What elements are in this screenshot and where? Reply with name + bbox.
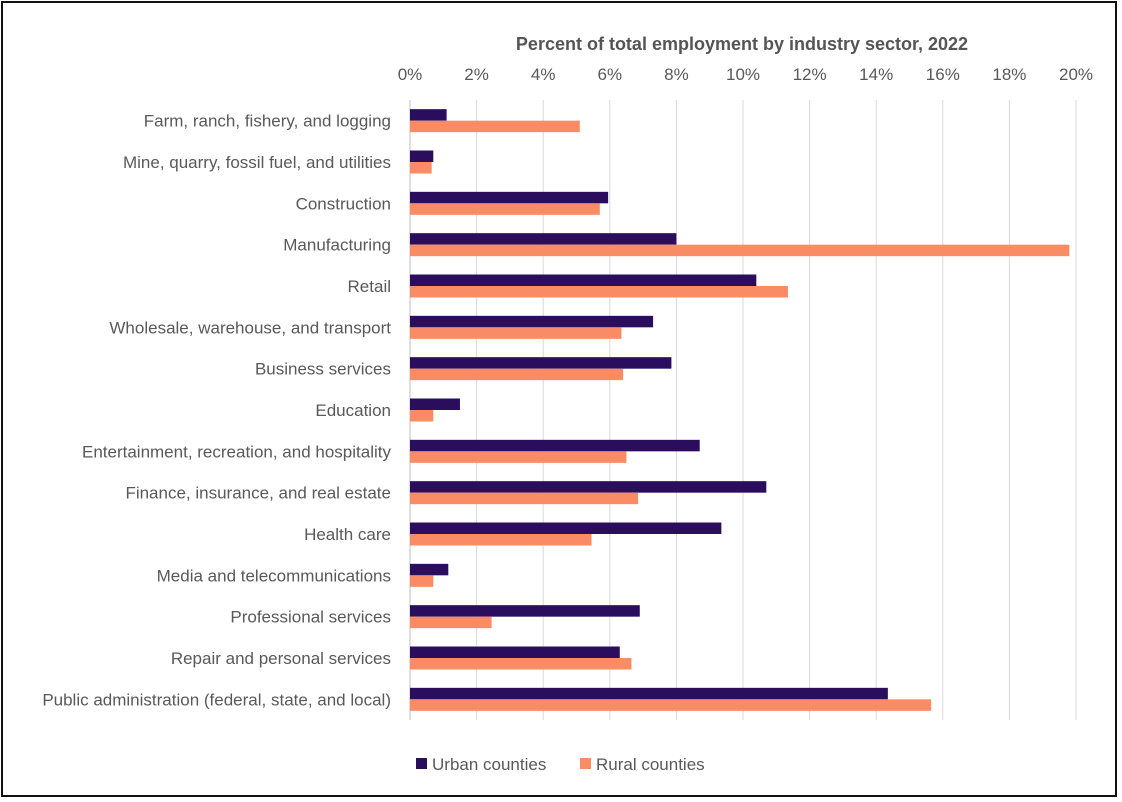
bar-rural (410, 410, 434, 422)
bar-urban (410, 191, 609, 204)
bar-urban (410, 274, 757, 286)
x-tick-label: 18% (992, 65, 1026, 84)
bar-rural (410, 616, 492, 629)
category-label: Construction (296, 194, 391, 213)
chart-title: Percent of total employment by industry … (516, 34, 968, 54)
legend-swatch-rural (580, 758, 591, 769)
bar-urban (410, 481, 767, 493)
bar-rural (410, 575, 434, 587)
bar-rural (410, 492, 639, 505)
bar-rural (410, 120, 580, 133)
x-tick-label: 10% (726, 65, 760, 84)
x-tick-label: 16% (926, 65, 960, 84)
bar-rural (410, 658, 632, 670)
bar-rural (410, 451, 627, 463)
x-tick-label: 8% (664, 65, 689, 84)
x-tick-label: 2% (464, 65, 489, 84)
category-label: Wholesale, warehouse, and transport (109, 318, 391, 337)
bar-urban (410, 109, 447, 121)
x-tick-label: 0% (398, 65, 423, 84)
category-label: Professional services (230, 608, 391, 627)
x-tick-label: 20% (1059, 65, 1093, 84)
x-tick-label: 6% (598, 65, 623, 84)
category-label: Health care (304, 525, 391, 544)
bar-rural (410, 327, 622, 339)
category-label: Farm, ranch, fishery, and logging (144, 112, 391, 131)
bar-urban (410, 150, 434, 162)
bar-urban (410, 522, 722, 534)
category-label: Finance, insurance, and real estate (125, 484, 391, 503)
legend-label-rural: Rural counties (596, 755, 705, 774)
bar-urban (410, 439, 700, 452)
bar-urban (410, 646, 620, 658)
bar-urban (410, 687, 888, 700)
legend-label-urban: Urban counties (432, 755, 546, 774)
bar-rural (410, 203, 600, 215)
category-label: Business services (255, 360, 391, 379)
category-label: Media and telecommunications (157, 566, 391, 585)
category-label: Mine, quarry, fossil fuel, and utilities (123, 153, 391, 172)
bar-rural (410, 368, 624, 381)
bar-urban (410, 315, 654, 328)
bar-rural (410, 534, 592, 546)
category-label: Education (315, 401, 391, 420)
legend-swatch-urban (416, 758, 427, 769)
bar-urban (410, 357, 672, 369)
bar-rural (410, 162, 432, 174)
category-label: Retail (348, 277, 391, 296)
category-label: Entertainment, recreation, and hospitali… (82, 442, 392, 461)
bar-urban (410, 398, 460, 410)
bar-rural (410, 244, 1070, 257)
x-tick-label: 4% (531, 65, 556, 84)
bar-rural (410, 286, 788, 298)
bar-urban (410, 233, 677, 245)
category-label: Repair and personal services (171, 649, 391, 668)
x-tick-label: 14% (859, 65, 893, 84)
category-label: Public administration (federal, state, a… (42, 690, 391, 709)
category-label: Manufacturing (283, 236, 391, 255)
x-tick-label: 12% (793, 65, 827, 84)
bar-urban (410, 605, 640, 617)
bar-urban (410, 563, 449, 576)
bar-rural (410, 699, 932, 711)
